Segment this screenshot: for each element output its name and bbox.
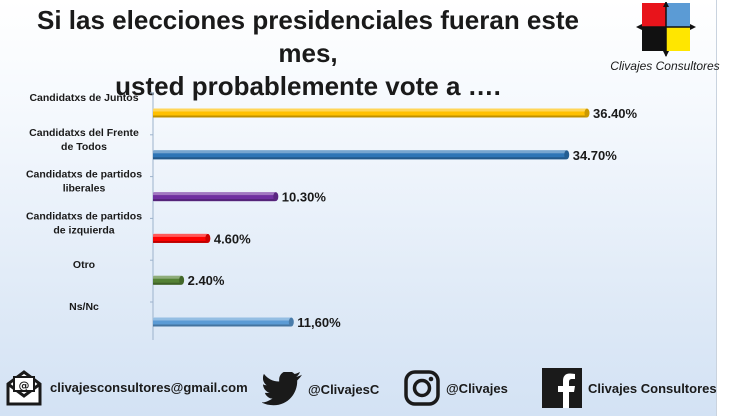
bar-5 xyxy=(153,317,294,327)
bar-0 xyxy=(153,108,590,118)
footer-facebook[interactable]: Clivajes Consultores xyxy=(542,368,717,408)
twitter-icon xyxy=(262,372,302,406)
clivajes-logo-icon xyxy=(636,2,696,57)
logo-square-black xyxy=(642,27,666,51)
twitter-handle: @ClivajesC xyxy=(308,381,380,397)
logo-square-yellow xyxy=(666,27,690,51)
value-label-1: 34.70% xyxy=(573,148,618,163)
category-label-3: Candidatxs de partidos de izquierda xyxy=(26,210,142,236)
value-label-2: 10.30% xyxy=(282,190,327,205)
title-line-2: usted probablemente vote a …. xyxy=(115,71,501,101)
logo-square-red xyxy=(642,3,666,27)
facebook-page: Clivajes Consultores xyxy=(588,380,717,396)
envelope-icon: @ xyxy=(6,370,42,406)
value-label-0: 36.40% xyxy=(593,106,638,121)
value-label-4: 2.40% xyxy=(188,273,225,288)
svg-text:@: @ xyxy=(19,379,30,392)
category-label-4: Otro xyxy=(73,259,95,271)
facebook-icon xyxy=(542,368,582,408)
logo-square-blue xyxy=(666,3,690,27)
instagram-handle: @Clivajes xyxy=(446,380,508,396)
category-label-2: Candidatxs de partidos liberales xyxy=(26,169,142,195)
bar-3 xyxy=(153,233,211,243)
value-label-3: 4.60% xyxy=(214,231,251,246)
logo-text: Clivajes Consultores xyxy=(610,59,720,73)
bar-4 xyxy=(153,275,185,285)
instagram-icon xyxy=(404,370,440,406)
category-label-1: Candidatxs del Frente de Todos xyxy=(29,127,139,153)
footer-twitter[interactable]: @ClivajesC xyxy=(262,372,379,406)
footer-instagram[interactable]: @Clivajes xyxy=(404,370,508,406)
value-label-5: 11,60% xyxy=(297,315,341,330)
bar-2 xyxy=(153,192,279,202)
bar-chart: 36.40% Candidatxs de Juntos 34.70% Candidat… xyxy=(26,92,638,340)
category-label-0: Candidatxs de Juntos xyxy=(29,92,138,104)
bar-1 xyxy=(153,150,570,160)
email-text: clivajesconsultores@gmail.com xyxy=(50,379,248,395)
footer: @ clivajesconsultores@gmail.com @Clivaje… xyxy=(0,362,717,416)
chart-title: Si las elecciones presidenciales fueran … xyxy=(8,4,608,103)
title-line-1: Si las elecciones presidenciales fueran … xyxy=(37,5,579,68)
footer-email[interactable]: @ clivajesconsultores@gmail.com xyxy=(4,368,248,406)
category-label-5: Ns/Nc xyxy=(69,301,99,313)
